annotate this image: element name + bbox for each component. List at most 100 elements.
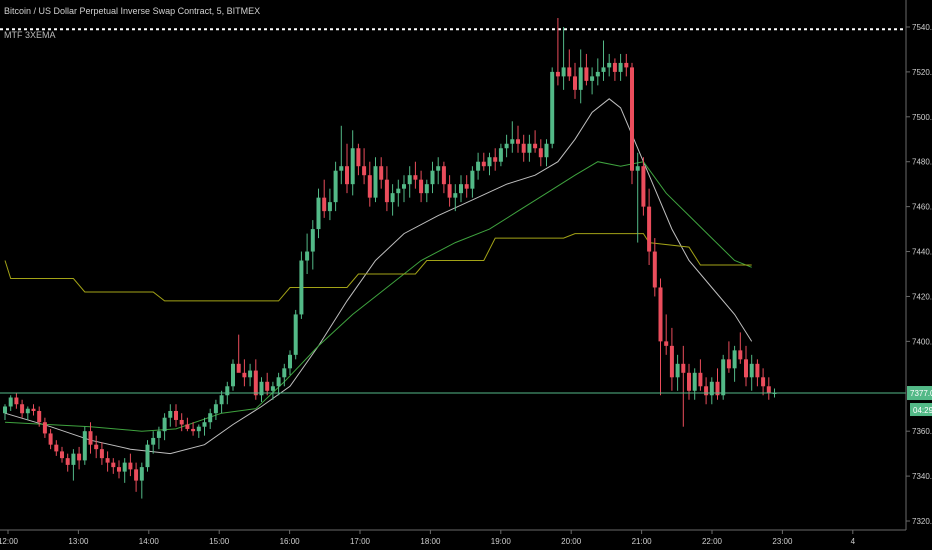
candle-body bbox=[493, 157, 498, 162]
candle-body bbox=[698, 372, 703, 387]
candle bbox=[590, 67, 595, 95]
candle bbox=[128, 453, 133, 477]
candle-body bbox=[550, 71, 555, 144]
candle-body bbox=[561, 67, 566, 77]
candle bbox=[476, 152, 481, 180]
candle-body bbox=[687, 372, 691, 391]
candle bbox=[652, 238, 657, 297]
candle bbox=[441, 161, 446, 194]
candle bbox=[333, 161, 338, 212]
y-tick-label: 7340.0 bbox=[912, 472, 932, 481]
candle-body bbox=[185, 424, 190, 429]
candle bbox=[761, 368, 766, 396]
candle bbox=[134, 462, 139, 492]
candle bbox=[174, 404, 178, 427]
candle-body bbox=[618, 62, 623, 72]
y-tick-label: 7440.0 bbox=[912, 248, 932, 257]
candle-body bbox=[573, 76, 577, 90]
candle-body bbox=[367, 175, 372, 198]
candle bbox=[299, 251, 304, 319]
candle bbox=[721, 354, 726, 400]
candle-body bbox=[521, 143, 526, 153]
candle bbox=[749, 354, 754, 391]
candle-body bbox=[77, 453, 82, 461]
candle bbox=[322, 179, 327, 218]
candle-body bbox=[590, 76, 595, 81]
candle bbox=[419, 170, 424, 203]
y-tick-label: 7460.0 bbox=[912, 203, 932, 212]
candle-body bbox=[305, 251, 310, 261]
candle-body bbox=[692, 372, 697, 391]
candle bbox=[607, 53, 612, 77]
candle-body bbox=[641, 166, 646, 207]
candle-body bbox=[379, 166, 384, 180]
candle-body bbox=[402, 184, 406, 189]
candle-body bbox=[236, 363, 241, 373]
candle bbox=[732, 345, 737, 382]
candle bbox=[77, 446, 82, 470]
last-price-badge bbox=[907, 386, 932, 401]
candle bbox=[327, 188, 332, 221]
candle-body bbox=[704, 386, 709, 396]
x-tick-label: 21:00 bbox=[632, 537, 653, 546]
candle-body bbox=[470, 170, 475, 189]
price-axis[interactable] bbox=[906, 0, 932, 530]
candle-body bbox=[612, 62, 617, 72]
candle bbox=[555, 18, 560, 86]
candle bbox=[698, 359, 703, 391]
candle-body bbox=[3, 406, 7, 414]
candle-body bbox=[265, 381, 270, 391]
x-tick-label: 17:00 bbox=[350, 537, 371, 546]
candle bbox=[578, 49, 583, 104]
candle bbox=[635, 152, 640, 243]
candle-body bbox=[71, 453, 76, 465]
candle bbox=[20, 399, 25, 418]
candles bbox=[3, 18, 777, 499]
candle-body bbox=[595, 71, 600, 77]
candle-body bbox=[384, 179, 389, 203]
candle bbox=[755, 359, 760, 387]
candle bbox=[379, 157, 384, 189]
candle-body bbox=[88, 431, 93, 445]
candle bbox=[48, 428, 53, 450]
time-axis[interactable] bbox=[0, 531, 906, 550]
candle bbox=[595, 58, 600, 86]
candle bbox=[561, 26, 566, 90]
candle bbox=[339, 125, 344, 185]
candle bbox=[504, 134, 509, 158]
candle bbox=[31, 404, 36, 416]
candle-body bbox=[407, 175, 412, 185]
candle bbox=[145, 440, 150, 472]
ema-line-2 bbox=[4, 161, 752, 432]
candle bbox=[567, 49, 572, 81]
candle-body bbox=[356, 148, 361, 167]
candle-body bbox=[390, 193, 395, 203]
candle bbox=[99, 442, 104, 465]
candle bbox=[350, 130, 355, 196]
candle-body bbox=[42, 422, 47, 434]
y-tick-label: 7540.0 bbox=[912, 23, 932, 32]
candle-body bbox=[721, 359, 726, 396]
x-tick-label: 14:00 bbox=[139, 537, 160, 546]
candle-body bbox=[744, 359, 748, 378]
candle-body bbox=[481, 161, 486, 167]
candle bbox=[25, 406, 30, 420]
candle bbox=[675, 354, 680, 391]
candle bbox=[624, 53, 629, 77]
candle bbox=[373, 157, 378, 203]
candle bbox=[179, 413, 184, 432]
candle-body bbox=[14, 397, 19, 405]
candle bbox=[692, 368, 697, 400]
candle bbox=[664, 314, 669, 355]
candle bbox=[687, 363, 691, 400]
candle bbox=[618, 53, 623, 81]
candle-body bbox=[151, 437, 156, 445]
candle bbox=[658, 278, 663, 396]
candle-body bbox=[282, 368, 287, 378]
candle bbox=[407, 166, 412, 198]
candle bbox=[356, 143, 361, 176]
candle bbox=[71, 449, 76, 481]
candle-body bbox=[25, 408, 30, 414]
